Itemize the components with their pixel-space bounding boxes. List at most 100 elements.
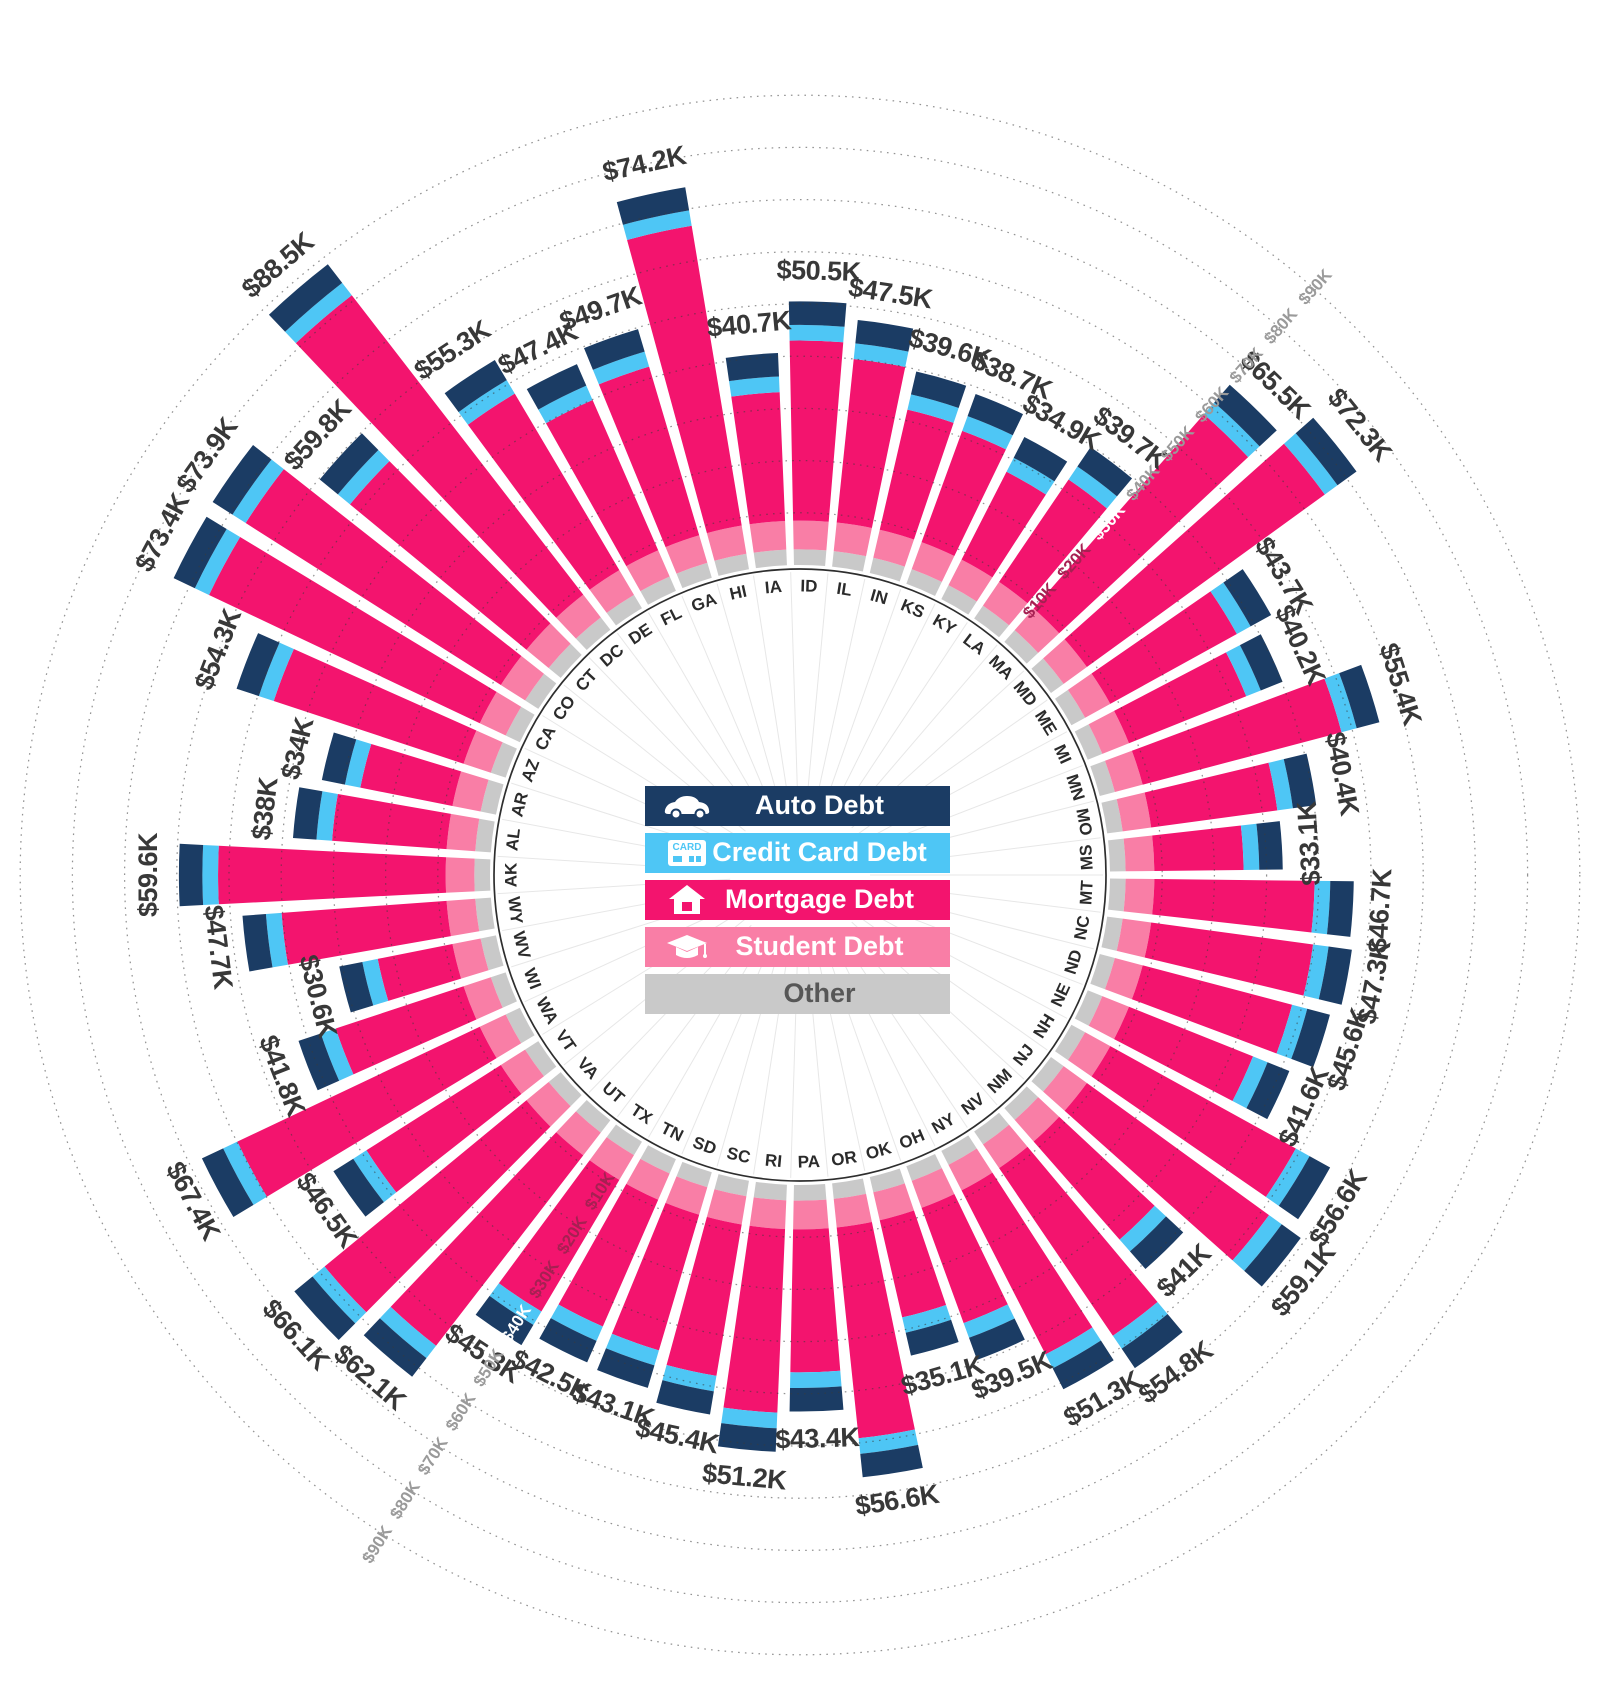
- mortgage-segment: [360, 743, 462, 806]
- credit-card-segment: [1240, 823, 1260, 870]
- mortgage-segment: [558, 1183, 659, 1327]
- grid-circle: [19, 94, 1581, 1656]
- other-segment: [480, 779, 504, 815]
- spoke-line: [822, 940, 902, 1161]
- axis-tick-label: $60K: [442, 1389, 480, 1434]
- state-ring-label: KS: [898, 595, 927, 622]
- auto-segment: [1223, 569, 1272, 627]
- other-segment: [714, 553, 749, 576]
- student-segment: [556, 1111, 601, 1156]
- state-ring-label: IL: [835, 579, 853, 600]
- student-segment: [873, 1183, 914, 1221]
- mortgage-segment: [1131, 965, 1293, 1054]
- state-slice-WY: [242, 897, 495, 972]
- state-slice-HI: [616, 187, 749, 576]
- state-slice-MS: [1108, 821, 1283, 872]
- spoke-line: [716, 583, 782, 808]
- state-ring-label: FL: [658, 603, 685, 629]
- credit-card-segment: [1203, 402, 1260, 458]
- state-value-label: $54.3K: [189, 604, 248, 694]
- other-segment: [832, 1178, 867, 1199]
- mortgage-segment: [218, 845, 447, 905]
- grid-circles: [19, 94, 1581, 1656]
- mortgage-segment: [1144, 762, 1278, 828]
- state-ring-label: ME: [1031, 707, 1061, 739]
- state-ring-label: VA: [573, 1054, 602, 1083]
- mortgage-segment: [366, 1064, 522, 1193]
- other-segment: [640, 1145, 676, 1174]
- grid-circle: [437, 512, 1163, 1238]
- state-value-label: $55.4K: [1373, 639, 1427, 729]
- student-segment: [749, 1197, 787, 1230]
- auto-segment: [1239, 634, 1283, 691]
- spoke-line: [830, 603, 936, 813]
- state-ring-label: TX: [627, 1100, 656, 1128]
- state-ring-label: MO: [1072, 807, 1096, 837]
- state-ring-label: MD: [1009, 678, 1040, 711]
- auto-segment: [616, 187, 690, 225]
- credit-card-segment: [1006, 457, 1055, 495]
- mortgage-segment: [790, 1228, 841, 1373]
- state-value-label: $46.7K: [1362, 867, 1397, 954]
- other-segment: [525, 673, 557, 709]
- other-segment: [1031, 1056, 1064, 1092]
- credit-card-segment: [853, 343, 909, 367]
- state-ring-label: WI: [520, 966, 545, 992]
- auto-segment: [1283, 753, 1317, 809]
- auto-segment: [855, 320, 914, 352]
- car-icon: [664, 796, 710, 820]
- other-segment: [490, 972, 517, 1008]
- mortgage-segment: [245, 469, 522, 686]
- state-slice-ND: [1090, 954, 1330, 1068]
- credit-card-segment: [1276, 1004, 1308, 1059]
- state-ring-label: NM: [984, 1065, 1016, 1097]
- auto-segment: [1129, 1216, 1184, 1270]
- other-segment: [640, 576, 676, 605]
- other-segment: [714, 1174, 749, 1197]
- auto-segment: [1246, 1062, 1290, 1120]
- student-segment: [833, 522, 872, 557]
- auto-segment: [242, 914, 273, 972]
- mortgage-segment: [281, 900, 451, 965]
- state-ring-label: AR: [507, 790, 531, 818]
- student-segment: [706, 525, 747, 561]
- svg-text:CARD: CARD: [673, 842, 702, 853]
- other-segment: [1101, 916, 1123, 951]
- mortgage-segment: [1114, 652, 1247, 744]
- axis-tick-label: $90K: [358, 1522, 396, 1567]
- mortgage-segment: [961, 471, 1046, 578]
- credit-card-segment: [1119, 1205, 1167, 1252]
- student-segment: [1104, 958, 1143, 1000]
- student-segment: [1014, 1097, 1060, 1142]
- other-segment: [753, 549, 787, 569]
- grid-circle: [228, 303, 1372, 1447]
- student-segment: [500, 1049, 544, 1095]
- state-value-label: $43.4K: [775, 1422, 861, 1455]
- other-segment: [475, 897, 495, 932]
- student-segment: [1116, 918, 1152, 958]
- credit-card-segment: [721, 1407, 778, 1429]
- student-segment: [452, 938, 489, 979]
- credit-card-segment: [194, 528, 241, 595]
- auto-segment: [910, 371, 967, 408]
- other-segment: [941, 1135, 977, 1165]
- auto-segment: [788, 301, 847, 327]
- student-segment: [793, 520, 829, 551]
- student-segment: [446, 813, 480, 852]
- state-slice-LA: [974, 447, 1133, 638]
- state-slice-IA: [725, 353, 787, 569]
- credit-card-segment: [1311, 880, 1331, 935]
- other-segment: [548, 1072, 582, 1107]
- auto-segment: [475, 1295, 534, 1346]
- mortgage-segment: [332, 794, 451, 850]
- mortgage-segment: [1152, 879, 1315, 933]
- credit-card-segment: [1045, 1327, 1101, 1369]
- state-ring-label: ND: [1061, 947, 1087, 976]
- other-segment: [1004, 1086, 1039, 1120]
- grid-circle: [123, 198, 1477, 1552]
- state-slice-TX: [475, 1124, 642, 1346]
- mortgage-segment: [999, 1146, 1158, 1336]
- mortgage-segment: [1033, 414, 1249, 634]
- auto-segment: [1244, 1224, 1301, 1287]
